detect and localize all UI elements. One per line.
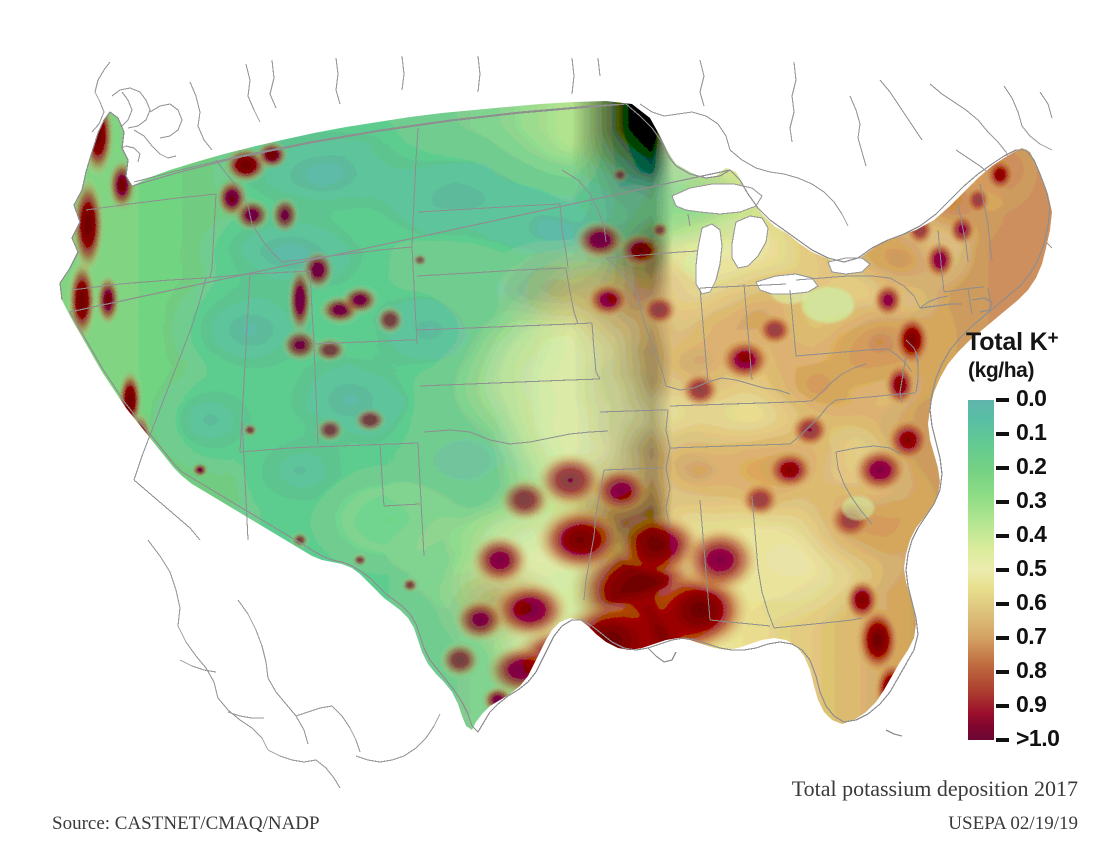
- agency-date-credit: USEPA 02/19/19: [948, 813, 1078, 834]
- colorbar-tick-label: 0.3: [1016, 487, 1047, 513]
- state-boundaries: [71, 103, 993, 629]
- legend-title: Total K+: [966, 328, 1059, 357]
- colorbar-legend: Total K+ (kg/ha) 0.0 0.1 0.2 0.3 0.4 0.5 0.6 0.…: [952, 328, 1100, 758]
- colorbar-tick-mark: [996, 398, 1009, 402]
- deposition-raster: [60, 101, 1052, 730]
- colorbar-tick-mark: [996, 568, 1009, 572]
- colorbar-tick-mark: [996, 432, 1009, 436]
- colorbar-tick-mark: [996, 636, 1009, 640]
- great-lakes: [671, 183, 871, 295]
- colorbar-tick-label: 0.9: [1016, 691, 1047, 717]
- colorbar-tick-label: 0.5: [1016, 555, 1047, 581]
- conus-coastline: [59, 103, 1051, 737]
- colorbar-tick-label: 0.1: [1016, 419, 1047, 445]
- figure-title: Total potassium deposition 2017: [791, 776, 1078, 801]
- colorbar-tick-mark: [996, 534, 1009, 538]
- colorbar-gradient: [968, 400, 994, 740]
- colorbar-tick-label: 0.8: [1016, 657, 1047, 683]
- colorbar-tick-mark: [996, 466, 1009, 470]
- colorbar-tick-label: 0.0: [1016, 385, 1047, 411]
- data-source-credit: Source: CASTNET/CMAQ/NADP: [52, 813, 320, 834]
- colorbar-tick-mark: [996, 704, 1009, 708]
- colorbar-tick-label: 0.2: [1016, 453, 1047, 479]
- colorbar-tick-mark: [996, 738, 1009, 742]
- colorbar-tick-mark: [996, 670, 1009, 674]
- colorbar-tick-label: 0.6: [1016, 589, 1047, 615]
- colorbar-tick-label: 0.7: [1016, 623, 1047, 649]
- colorbar-tick-mark: [996, 602, 1009, 606]
- colorbar-tick-mark: [996, 500, 1009, 504]
- colorbar-tick-label: 0.4: [1016, 521, 1047, 547]
- colorbar-tick-label: >1.0: [1016, 725, 1060, 751]
- legend-title-superscript: +: [1047, 328, 1059, 349]
- legend-units: (kg/ha): [968, 359, 1035, 382]
- legend-title-text: Total K: [966, 328, 1048, 356]
